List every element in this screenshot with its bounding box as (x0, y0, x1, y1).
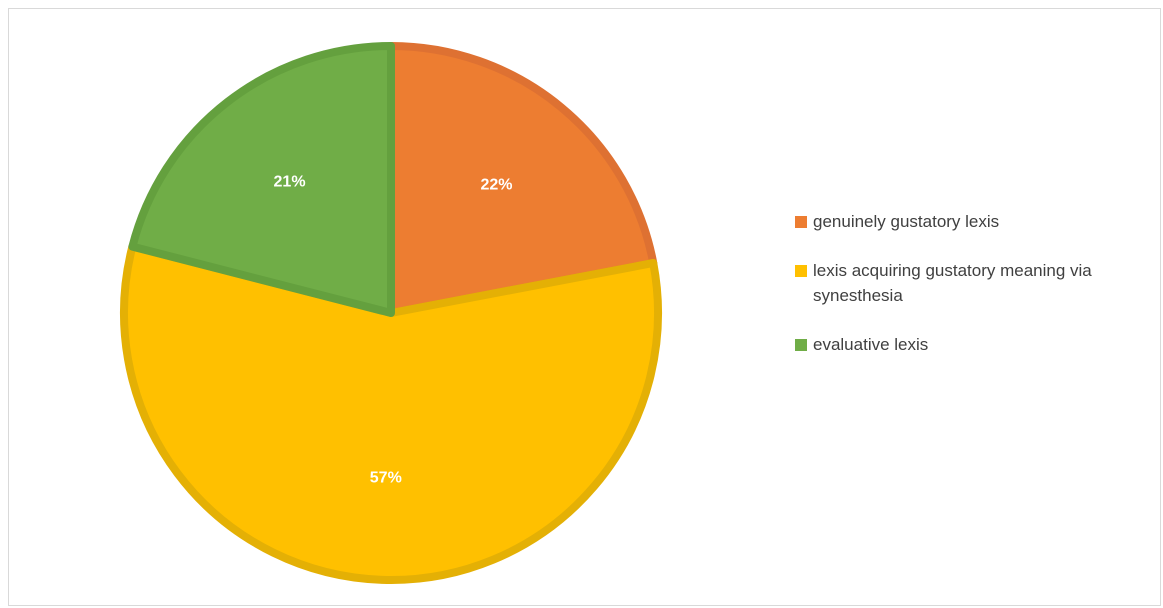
legend-label: lexis acquiring gustatory meaning via sy… (813, 261, 1092, 305)
data-label: 21% (274, 173, 306, 190)
legend-label: genuinely gustatory lexis (813, 212, 1000, 231)
legend-swatch (795, 265, 807, 277)
legend-swatch (795, 216, 807, 228)
legend-item-lexis-acquiring-gustatory-meaning: lexis acquiring gustatory meaning via sy… (795, 258, 1163, 308)
legend-swatch (795, 339, 807, 351)
data-label: 57% (370, 470, 402, 487)
data-label: 22% (481, 177, 513, 194)
legend-label: evaluative lexis (813, 335, 929, 354)
pie-slice-lexis-acquiring-gustatory-meaning-via-synesthesia (120, 242, 662, 584)
chart-area: 22% 57% 21% genuinely gustatory lexis lexi… (8, 8, 1161, 606)
legend-item-evaluative-lexis: evaluative lexis (795, 332, 1163, 357)
pie-slice-evaluative-lexis (128, 42, 395, 317)
pie-slice-genuinely-gustatory-lexis (387, 42, 658, 317)
legend: genuinely gustatory lexis lexis acquirin… (795, 209, 1163, 381)
legend-item-genuinely-gustatory-lexis: genuinely gustatory lexis (795, 209, 1163, 234)
pie-chart: 22% 57% 21% (120, 42, 662, 584)
